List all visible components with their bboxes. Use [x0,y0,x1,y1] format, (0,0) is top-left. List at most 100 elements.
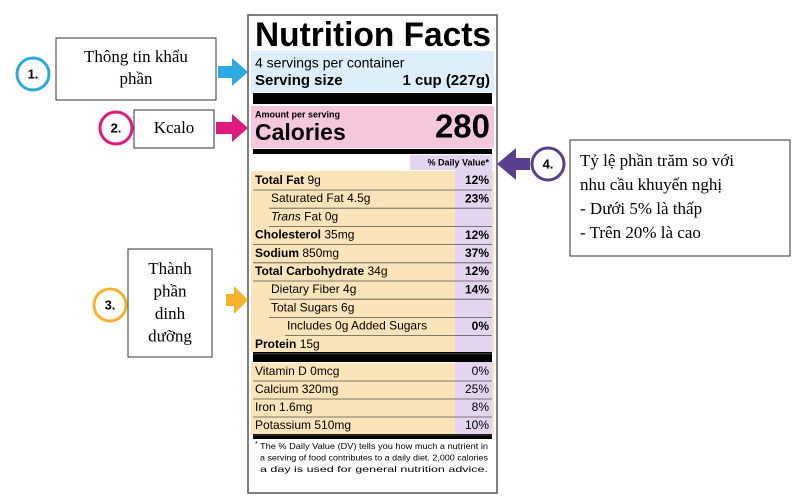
nutrient-name: Includes 0g Added Sugars [287,319,427,333]
nutrient-amount: 0mcg [310,364,339,378]
footnote-line: The % Daily Value (DV) tells you how muc… [260,442,488,451]
nutrient-name: Cholesterol [255,228,321,242]
nutrient-row: Includes 0g Added Sugars [287,319,427,333]
nutrient-row: Dietary Fiber 4g [271,282,356,296]
daily-value: 12% [465,228,489,242]
nutrient-amount: 510mg [314,418,351,432]
nutrient-amount: 0g [325,210,338,224]
nutrient-row: Total Fat 9g [255,173,321,187]
nutrient-name: Protein [255,337,296,351]
arrow [497,148,530,180]
footnote-line: a serving of food contributes to a daily… [260,454,488,463]
nutrient-prefix: Trans [271,210,301,224]
nutrient-amount: 4.5g [347,191,370,205]
annotation-text: dưỡng [148,326,192,345]
footnote-mark: * [255,441,258,448]
nutrient-name: Saturated Fat [271,191,344,205]
nutrient-name: Total Fat [255,173,304,187]
nutrient-name: Vitamin D [255,364,307,378]
annotation-text: phần [153,281,187,300]
nutrient-amount: 4g [343,282,356,296]
annotation-box [133,109,215,149]
marker-circle [530,146,566,182]
annotation-text: - Dưới 5% là thấp [580,199,702,218]
arrow [216,114,248,142]
dv-header: % Daily Value* [427,157,489,167]
calories-value: 280 [435,108,490,145]
daily-value: 0% [472,319,490,333]
thick-rule [253,352,492,362]
nutrient-amount: 6g [341,301,354,315]
nutrient-amount: 850mg [302,246,339,260]
nutrient-row: Protein 15g [255,337,320,351]
marker-number: 2. [111,120,122,135]
nutrient-name: Fat [304,210,322,224]
nutrient-name: Dietary Fiber [271,282,340,296]
nutrient-row: Trans Fat 0g [271,210,338,224]
thick-rule [253,149,492,154]
marker-circle [98,110,134,146]
servings: 4 servings per container [255,55,405,71]
nutrient-name: Sodium [255,246,299,260]
annotation-text: Tỷ lệ phần trăm so với [580,151,734,170]
nutrient-rows: Total Fat 9g 12% Saturated Fat 4.5g 23% Tran… [253,173,492,436]
daily-value: 12% [465,264,489,278]
nutrient-name: Calcium [255,382,298,396]
serving-size-label: Serving size [255,72,343,89]
marker-number: 4. [543,156,554,171]
annotation-text: Kcalo [154,118,195,137]
marker-number: 3. [105,297,116,312]
serving-size-value: 1 cup (227g) [402,72,490,89]
nutrient-row: Sodium 850mg [255,246,339,260]
annotations: 1. Thông tin khẩu phần 2. Kcalo 3. Thành phần di… [28,47,735,346]
thick-rule [253,93,492,104]
daily-value: 14% [465,282,489,296]
footnote: The % Daily Value (DV) tells you how muc… [260,442,488,474]
nutrient-row: Vitamin D 0mcg [255,364,339,378]
nutrient-row: Cholesterol 35mg [255,228,354,242]
nutrient-amount: 9g [307,173,320,187]
annotation-text: phần [119,69,153,88]
annotation-box [55,37,217,101]
daily-value: 25% [465,382,489,396]
nutrient-row: Potassium 510mg [255,418,351,432]
nutrient-row: Iron 1.6mg [255,400,312,414]
daily-value: 12% [465,173,489,187]
arrow [226,286,248,314]
nutrient-name: Total Carbohydrate [255,264,364,278]
serving-section [251,51,494,92]
daily-value: 10% [465,418,489,432]
nutrient-row: Calcium 320mg [255,382,338,396]
nutrients-section [251,171,494,352]
nutrient-row: Saturated Fat 4.5g [271,191,370,205]
annotation-text: Thông tin khẩu [84,47,188,66]
dv-header-bg [410,155,492,170]
amount-per-serving: Amount per serving [255,109,340,119]
annotation-box [127,248,213,358]
dv-column [455,155,492,435]
annotation-text: - Trên 20% là cao [580,223,701,242]
thick-rule [253,434,492,439]
footnote-line: a day is used for general nutrition advi… [260,465,488,474]
calories-label: Calories [255,119,346,145]
label-title: Nutrition Facts [255,16,491,54]
nutrient-name: Potassium [255,418,311,432]
daily-value: 37% [465,246,489,260]
annotation-text: nhu cầu khuyến nghị [580,175,722,194]
nutrient-row: Total Sugars 6g [271,301,354,315]
calories-section [251,106,494,148]
nutrient-name: Iron [255,400,276,414]
daily-value: 8% [472,400,490,414]
nutrient-amount: 35mg [324,228,354,242]
daily-value: 23% [465,191,489,205]
nutrient-row: Total Carbohydrate 34g [255,264,388,278]
nutrient-amount: 320mg [302,382,339,396]
marker-circle [15,56,51,92]
arrow [218,58,248,86]
annotation-box [569,139,791,257]
nutrient-name: Total Sugars [271,301,338,315]
annotation-text: dinh [155,304,186,323]
marker-circle [92,287,128,323]
daily-value: 0% [472,364,490,378]
